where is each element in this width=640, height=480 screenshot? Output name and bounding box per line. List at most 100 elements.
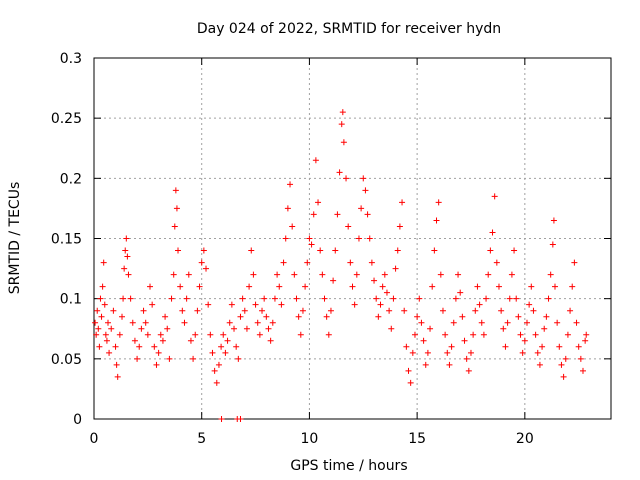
data-point <box>127 295 134 302</box>
data-point <box>209 349 216 356</box>
data-point <box>113 361 120 368</box>
data-point <box>304 259 311 266</box>
data-point <box>437 271 444 278</box>
data-point <box>429 283 436 290</box>
data-point <box>321 295 328 302</box>
data-point <box>567 307 574 314</box>
data-point <box>336 169 343 176</box>
data-point <box>560 373 567 380</box>
data-point <box>366 235 373 242</box>
data-point <box>185 271 192 278</box>
data-point <box>399 199 406 206</box>
data-point <box>439 307 446 314</box>
data-point <box>409 349 416 356</box>
data-point <box>177 283 184 290</box>
y-tick-label: 0.1 <box>60 292 82 308</box>
data-point <box>536 361 543 368</box>
data-point <box>278 301 285 308</box>
data-point <box>330 277 337 284</box>
data-point <box>312 157 319 164</box>
data-point <box>349 283 356 290</box>
data-point <box>442 331 449 338</box>
data-point <box>353 271 360 278</box>
data-point <box>218 343 225 350</box>
data-point <box>554 319 561 326</box>
data-point <box>211 367 218 374</box>
data-point <box>121 265 128 272</box>
data-point <box>114 373 121 380</box>
data-point <box>233 343 240 350</box>
data-point <box>340 139 347 146</box>
data-point <box>517 331 524 338</box>
data-point <box>252 301 259 308</box>
x-tick-label: 15 <box>408 431 426 447</box>
data-point <box>226 319 233 326</box>
data-point <box>293 295 300 302</box>
data-point <box>231 325 238 332</box>
x-tick-label: 10 <box>301 431 319 447</box>
data-point <box>332 247 339 254</box>
data-point <box>407 379 414 386</box>
data-point <box>444 349 451 356</box>
data-point <box>528 283 535 290</box>
data-point <box>435 199 442 206</box>
x-tick-label: 0 <box>90 431 99 447</box>
data-point <box>450 319 457 326</box>
data-point <box>327 307 334 314</box>
data-point <box>100 259 107 266</box>
data-point <box>498 307 505 314</box>
data-point <box>144 331 151 338</box>
data-point <box>526 301 533 308</box>
data-point <box>545 295 552 302</box>
data-point <box>519 349 526 356</box>
data-point <box>147 283 154 290</box>
data-point <box>103 337 110 344</box>
data-point <box>422 361 429 368</box>
data-point <box>175 247 182 254</box>
data-point <box>153 361 160 368</box>
data-point <box>373 295 380 302</box>
data-point <box>102 331 109 338</box>
data-point <box>269 319 276 326</box>
data-point <box>424 349 431 356</box>
y-axis-title: SRMTID / TECUs <box>7 182 23 295</box>
data-point <box>375 313 382 320</box>
data-point <box>168 295 175 302</box>
data-point <box>539 343 546 350</box>
data-point <box>205 301 212 308</box>
data-point <box>325 331 332 338</box>
data-point <box>549 241 556 248</box>
data-point <box>401 307 408 314</box>
data-point <box>405 367 412 374</box>
data-point <box>151 343 158 350</box>
data-point <box>377 301 384 308</box>
data-point <box>183 295 190 302</box>
data-point <box>131 337 138 344</box>
data-point <box>228 301 235 308</box>
data-point <box>291 271 298 278</box>
data-point <box>220 331 227 338</box>
data-point <box>564 331 571 338</box>
data-point <box>125 271 132 278</box>
data-point <box>108 325 115 332</box>
data-point <box>101 301 108 308</box>
data-point <box>556 343 563 350</box>
data-point <box>345 223 352 230</box>
data-point <box>308 241 315 248</box>
data-point <box>474 283 481 290</box>
data-point <box>431 247 438 254</box>
data-point <box>386 307 393 314</box>
data-point <box>256 331 263 338</box>
data-point <box>123 235 130 242</box>
data-point <box>500 325 507 332</box>
data-point <box>136 343 143 350</box>
data-point <box>489 229 496 236</box>
x-tick-label: 5 <box>197 431 206 447</box>
y-tick-label: 0.05 <box>51 352 82 368</box>
data-point <box>461 337 468 344</box>
data-point <box>99 283 106 290</box>
data-point <box>371 277 378 284</box>
data-point <box>284 205 291 212</box>
data-point <box>280 259 287 266</box>
